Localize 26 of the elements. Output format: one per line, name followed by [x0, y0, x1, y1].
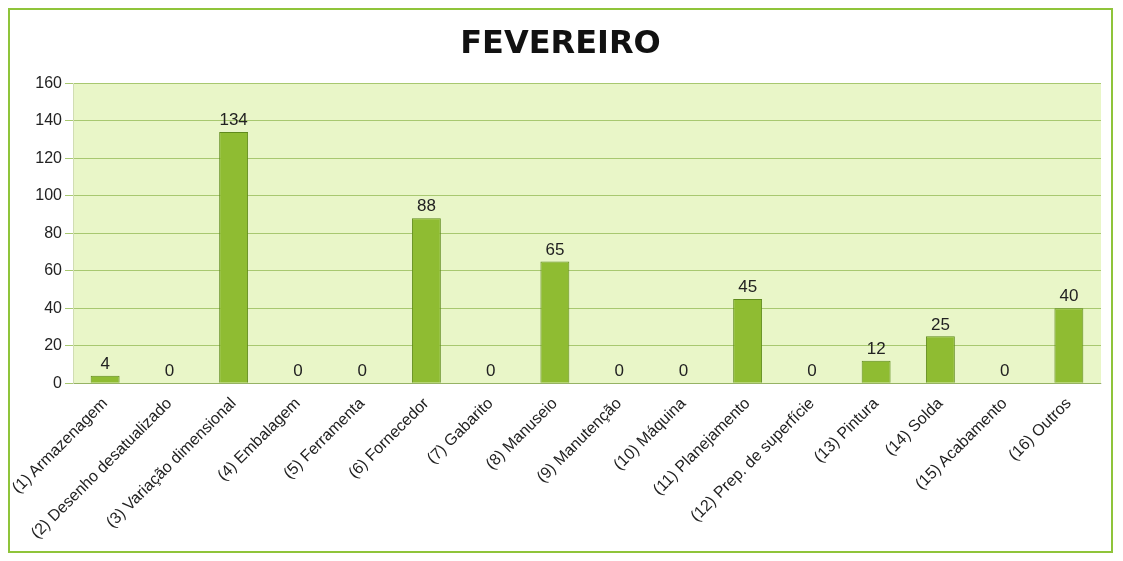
- y-tick-label: 120: [35, 148, 63, 166]
- data-label: 0: [164, 361, 175, 381]
- y-tick-label: 160: [35, 73, 63, 91]
- data-label: 12: [866, 338, 886, 358]
- data-label: 0: [807, 361, 817, 381]
- data-label: 0: [485, 361, 496, 381]
- data-label: 0: [293, 361, 303, 381]
- y-tick-label: 40: [44, 298, 63, 316]
- data-label: 0: [357, 361, 367, 381]
- y-tick-label: 0: [53, 373, 63, 391]
- data-label: 45: [738, 277, 758, 297]
- chart-title: FEVEREIRO: [460, 22, 661, 61]
- y-tick-label: 20: [44, 336, 63, 354]
- y-tick-label: 140: [35, 111, 63, 129]
- data-label: 65: [545, 239, 565, 259]
- data-label: 25: [930, 314, 950, 334]
- data-label: 0: [678, 361, 689, 381]
- data-label: 88: [416, 196, 436, 216]
- data-label: 40: [1059, 286, 1079, 306]
- y-tick-label: 100: [35, 186, 63, 204]
- data-label: 134: [219, 110, 248, 130]
- data-label: 0: [614, 361, 624, 381]
- y-tick-label: 80: [44, 223, 63, 241]
- data-label: 0: [999, 361, 1010, 381]
- data-label: 4: [100, 353, 110, 373]
- y-tick-label: 60: [44, 261, 63, 279]
